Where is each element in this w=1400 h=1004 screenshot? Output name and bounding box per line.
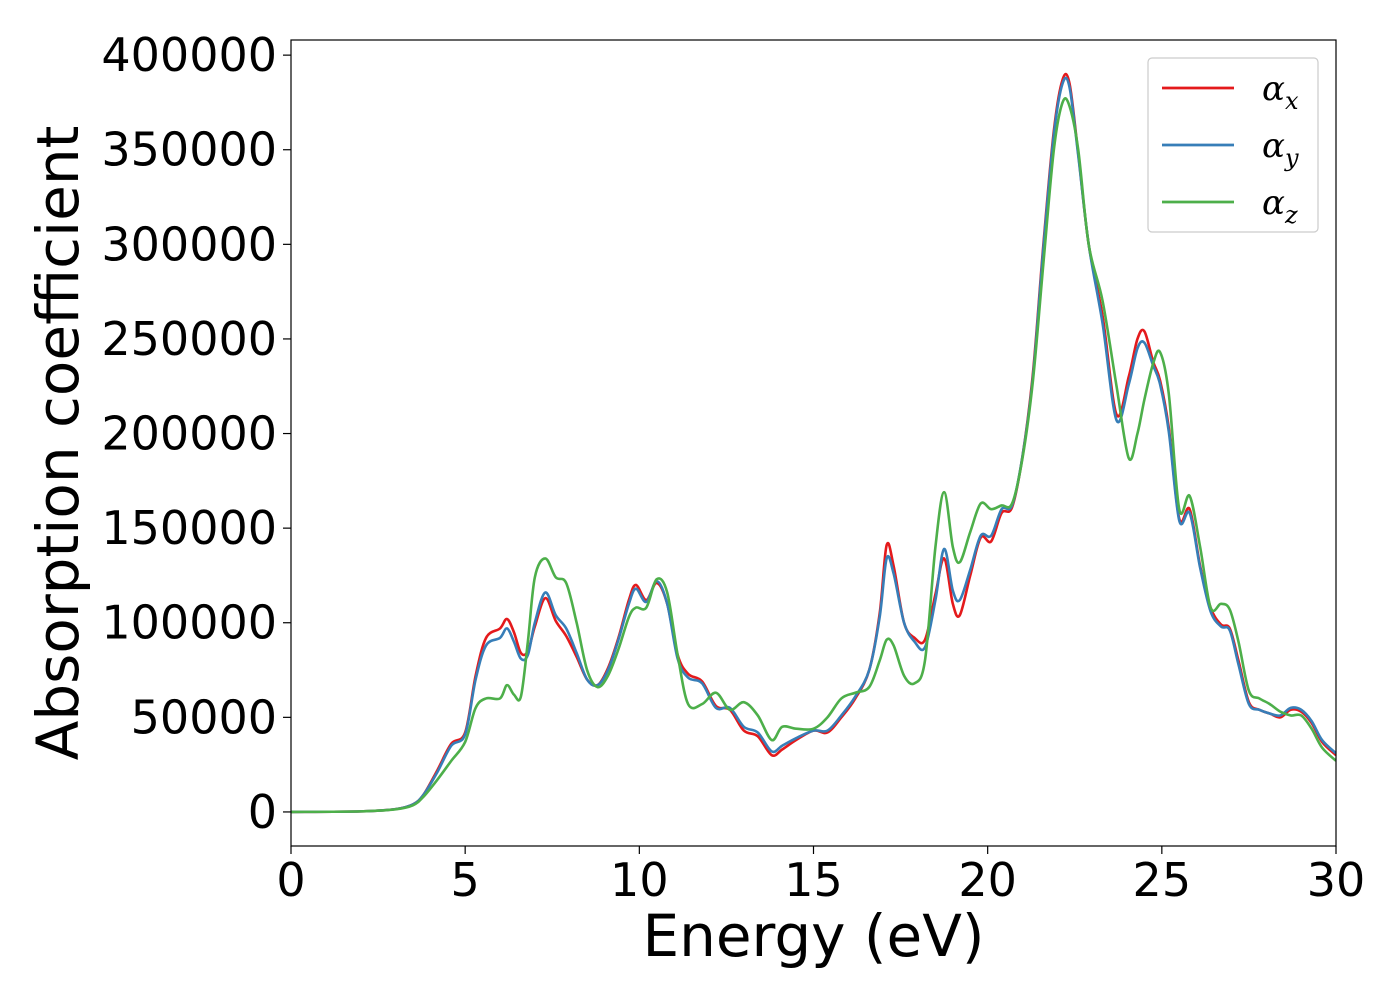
axis-ticks: 0 5 10 15 20 25 30 0 50000 100000 150000 200000 2500…: [101, 28, 1365, 907]
series-line-y: [291, 76, 1336, 814]
x-tick-label: 15: [784, 853, 843, 907]
y-tick-label: 350000: [101, 123, 277, 177]
x-tick-label: 10: [610, 853, 669, 907]
x-axis-title: Energy (eV): [642, 902, 984, 970]
plot-area: [291, 72, 1336, 814]
legend: αx αy αz: [1147, 57, 1319, 233]
y-tick-label: 100000: [101, 596, 277, 650]
legend-label: αz: [1262, 183, 1298, 229]
y-tick-label: 150000: [101, 501, 277, 555]
x-tick-label: 5: [451, 853, 480, 907]
legend-label: αy: [1262, 126, 1299, 172]
x-tick-label: 30: [1307, 853, 1366, 907]
y-tick-label: 0: [248, 785, 277, 839]
y-tick-label: 250000: [101, 312, 277, 366]
y-tick-label: 300000: [101, 217, 277, 271]
legend-item-y: αy: [1162, 126, 1299, 172]
series-line-z: [291, 97, 1336, 814]
legend-item-x: αx: [1162, 69, 1299, 115]
y-tick-label: 400000: [101, 28, 277, 82]
y-axis-title: Absorption coefficient: [24, 126, 92, 761]
y-tick-label: 200000: [101, 407, 277, 461]
y-tick-label: 50000: [131, 690, 277, 744]
x-tick-label: 0: [276, 853, 305, 907]
legend-label: αx: [1262, 69, 1299, 115]
x-tick-label: 25: [1133, 853, 1192, 907]
x-tick-label: 20: [958, 853, 1017, 907]
legend-item-z: αz: [1162, 183, 1298, 229]
